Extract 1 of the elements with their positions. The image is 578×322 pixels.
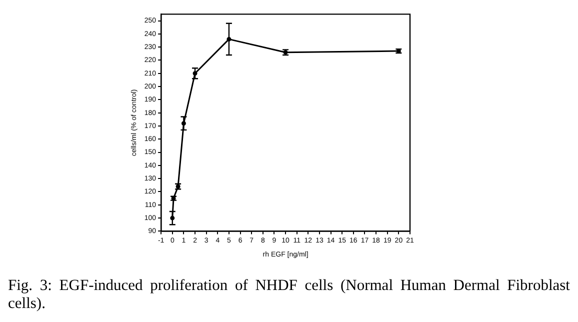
caption: Fig. 3: EGF-induced proliferation of NHDF cells (Normal Human Dermal Fibroblast cells). bbox=[8, 277, 570, 313]
